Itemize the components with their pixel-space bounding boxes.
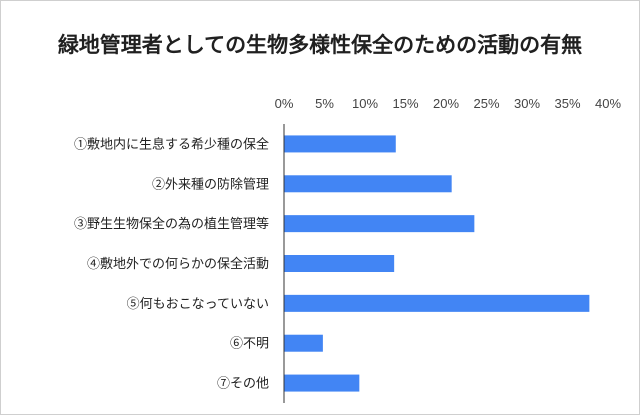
x-tick-label-8: 40%: [595, 96, 621, 111]
x-tick-label-5: 25%: [473, 96, 499, 111]
x-tick-label-3: 15%: [392, 96, 418, 111]
x-tick-label-0: 0%: [275, 96, 294, 111]
bar-6: [284, 334, 323, 352]
bar-5: [284, 294, 590, 312]
x-tick-label-1: 5%: [315, 96, 334, 111]
category-label-1: ①敷地内に生息する希少種の保全: [74, 136, 269, 151]
bar-4: [284, 255, 395, 272]
bar-1: [284, 135, 396, 153]
category-label-2: ②外来種の防除管理: [152, 176, 269, 191]
bar-7: [284, 374, 360, 392]
bar-2: [284, 175, 452, 193]
bar-3: [284, 215, 475, 233]
x-tick-label-6: 30%: [514, 96, 540, 111]
chart-title: 緑地管理者としての生物多様性保全のための活動の有無: [57, 34, 583, 57]
category-label-4: ④敷地外での何らかの保全活動: [87, 256, 269, 271]
category-label-6: ⑥不明: [230, 336, 269, 351]
category-label-5: ⑤何もおこなっていない: [127, 296, 269, 311]
category-label-7: ⑦その他: [217, 376, 269, 391]
x-tick-label-4: 20%: [433, 96, 459, 111]
x-tick-label-7: 35%: [554, 96, 580, 111]
x-tick-label-2: 10%: [352, 96, 378, 111]
category-label-3: ③野生生物保全の為の植生管理等: [74, 216, 269, 231]
